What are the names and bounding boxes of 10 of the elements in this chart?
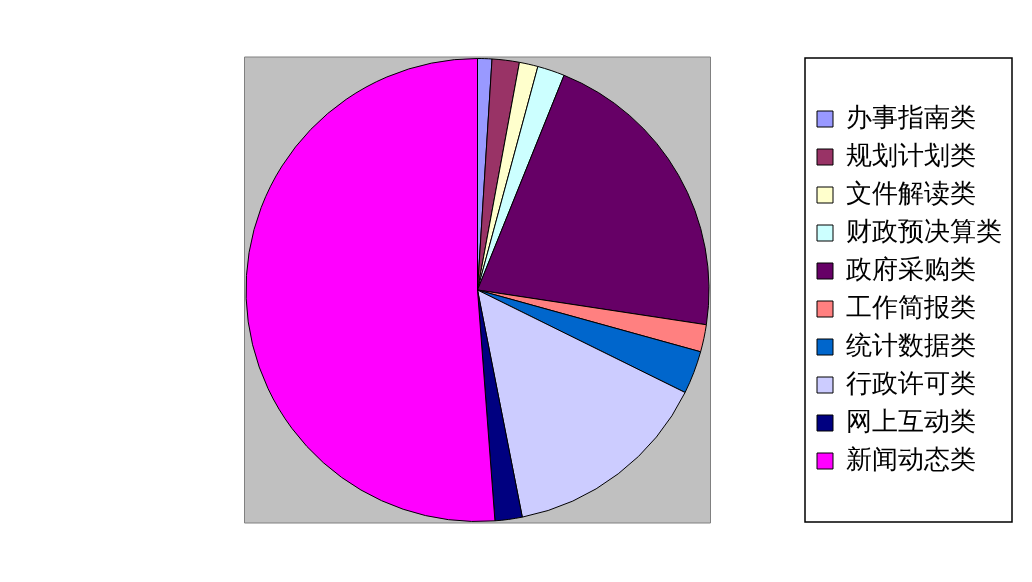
legend-label: 规划计划类 (846, 139, 976, 170)
legend-label: 新闻动态类 (846, 443, 976, 474)
legend-label: 政府采购类 (846, 253, 976, 284)
legend-label: 行政许可类 (846, 367, 976, 398)
legend-label: 统计数据类 (846, 329, 976, 360)
legend-label: 文件解读类 (846, 177, 976, 208)
legend-label: 财政预决算类 (846, 215, 1002, 246)
legend-label: 工作简报类 (846, 291, 976, 322)
legend-label: 办事指南类 (846, 101, 976, 132)
legend-label: 网上互动类 (846, 405, 976, 436)
